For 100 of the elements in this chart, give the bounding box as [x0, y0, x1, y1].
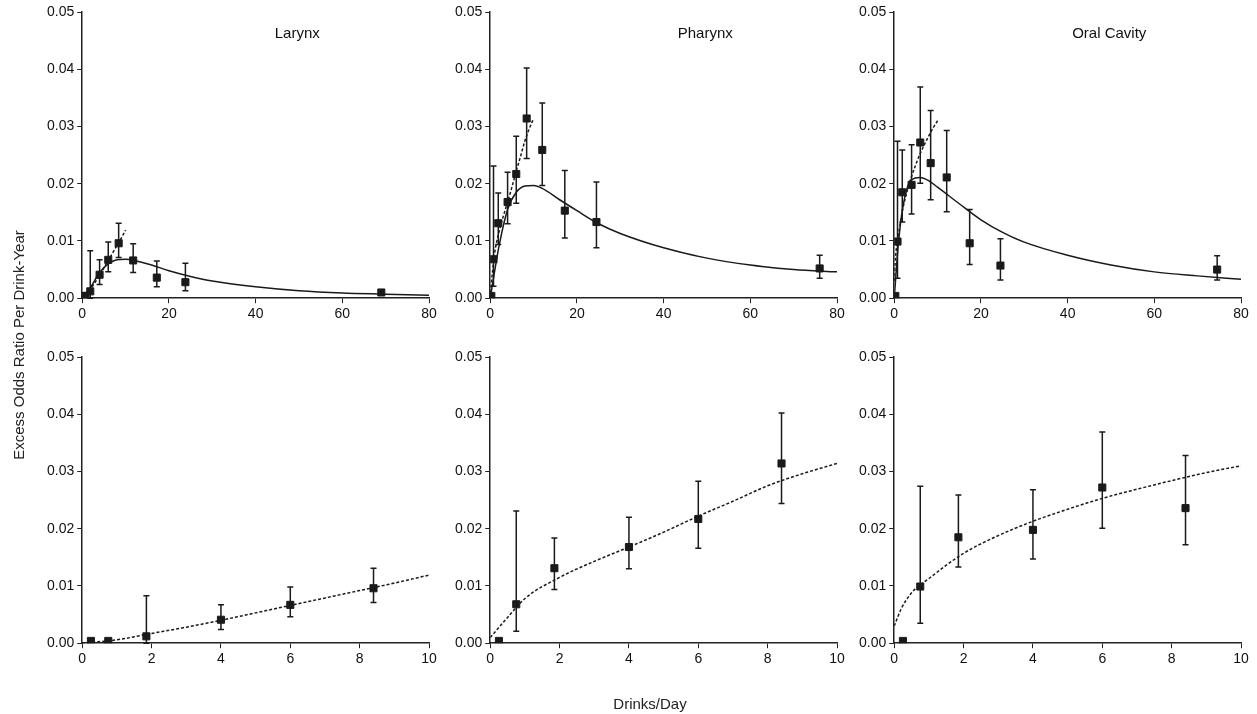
- x-tick-label: 80: [1233, 305, 1249, 322]
- point: [181, 278, 190, 287]
- y-tick-label: 0.03: [859, 117, 887, 134]
- x-tick-label: 0: [890, 650, 899, 667]
- point: [907, 180, 916, 189]
- x-tick-label: 20: [569, 305, 585, 322]
- x-tick-label: 40: [655, 305, 672, 322]
- point: [926, 159, 935, 168]
- y-tick-label: 0.03: [455, 117, 483, 134]
- point: [503, 198, 512, 207]
- y-tick-label: 0.02: [47, 519, 75, 536]
- x-tick-label: 8: [1167, 650, 1176, 667]
- x-tick-label: 0: [78, 305, 87, 322]
- x-tick-label: 20: [973, 305, 989, 322]
- point: [942, 173, 951, 182]
- y-tick-label: 0.04: [47, 405, 75, 422]
- y-axis-title: Excess Odds Ratio Per Drink-Year: [9, 230, 27, 460]
- y-tick-label: 0.04: [47, 60, 75, 77]
- y-tick-label: 0.01: [47, 231, 75, 248]
- y-tick-label: 0.02: [455, 519, 483, 536]
- x-tick-label: 10: [829, 650, 845, 667]
- x-tick-label: 60: [742, 305, 759, 322]
- x-tick-label: 60: [1146, 305, 1163, 322]
- point: [86, 287, 95, 296]
- y-tick-label: 0.05: [859, 347, 887, 364]
- point: [894, 237, 902, 246]
- x-tick-label: 20: [161, 305, 177, 322]
- x-tick-label: 0: [890, 305, 899, 322]
- y-tick-label: 0.02: [455, 174, 483, 191]
- point: [815, 264, 824, 273]
- x-tick-label: 60: [334, 305, 351, 322]
- x-tick-label: 0: [486, 650, 495, 667]
- y-tick-label: 0.00: [455, 289, 483, 306]
- point: [965, 239, 974, 248]
- x-tick-label: 10: [421, 650, 437, 667]
- y-tick-label: 0.03: [47, 117, 75, 134]
- y-tick-label: 0.00: [47, 634, 75, 651]
- point: [550, 564, 559, 573]
- x-tick-label: 6: [1098, 650, 1107, 667]
- y-tick-label: 0.00: [47, 289, 75, 306]
- y-tick-label: 0.05: [47, 347, 75, 364]
- point: [954, 533, 963, 542]
- x-tick-label: 40: [247, 305, 264, 322]
- y-tick-label: 0.03: [455, 462, 483, 479]
- y-tick-label: 0.00: [859, 634, 887, 651]
- text: Oral Cavity: [1072, 24, 1147, 42]
- y-tick-label: 0.02: [859, 519, 887, 536]
- point: [898, 636, 907, 644]
- y-tick-label: 0.00: [455, 634, 483, 651]
- point: [777, 459, 786, 468]
- text: Larynx: [274, 24, 321, 42]
- point: [369, 584, 378, 593]
- point: [114, 239, 123, 248]
- x-tick-label: 10: [1233, 650, 1249, 667]
- point: [494, 636, 503, 644]
- x-tick-label: 8: [763, 650, 772, 667]
- point: [592, 218, 601, 227]
- x-tick-label: 40: [1059, 305, 1076, 322]
- point: [916, 138, 925, 147]
- y-tick-label: 0.05: [455, 2, 483, 19]
- y-tick-label: 0.02: [859, 174, 887, 191]
- point: [86, 636, 95, 644]
- x-tick-label: 4: [1029, 650, 1038, 667]
- y-tick-label: 0.02: [47, 174, 75, 191]
- point: [916, 582, 925, 591]
- y-tick-label: 0.04: [455, 60, 483, 77]
- y-tick-label: 0.01: [47, 576, 75, 593]
- point: [996, 261, 1005, 270]
- y-tick-label: 0.05: [47, 2, 75, 19]
- y-tick-label: 0.01: [859, 576, 887, 593]
- y-tick-label: 0.01: [455, 576, 483, 593]
- y-tick-label: 0.04: [859, 405, 887, 422]
- point: [95, 270, 104, 279]
- point: [142, 632, 151, 641]
- x-tick-label: 0: [78, 650, 87, 667]
- y-tick-label: 0.05: [455, 347, 483, 364]
- y-tick-label: 0.00: [859, 289, 887, 306]
- x-tick-label: 80: [829, 305, 845, 322]
- x-tick-label: 4: [625, 650, 634, 667]
- x-tick-label: 2: [959, 650, 968, 667]
- y-tick-label: 0.04: [455, 405, 483, 422]
- y-tick-label: 0.03: [859, 462, 887, 479]
- x-tick-label: 6: [694, 650, 703, 667]
- x-tick-label: 80: [421, 305, 437, 322]
- y-tick-label: 0.03: [47, 462, 75, 479]
- x-tick-label: 2: [555, 650, 564, 667]
- y-tick-label: 0.01: [455, 231, 483, 248]
- x-axis-title: Drinks/Day: [613, 694, 687, 712]
- point: [1181, 504, 1190, 513]
- point: [522, 114, 531, 123]
- x-tick-label: 4: [217, 650, 226, 667]
- x-tick-label: 2: [147, 650, 156, 667]
- point: [104, 636, 113, 644]
- x-tick-label: 8: [355, 650, 364, 667]
- x-tick-label: 6: [286, 650, 295, 667]
- y-tick-label: 0.05: [859, 2, 887, 19]
- y-tick-label: 0.04: [859, 60, 887, 77]
- y-tick-label: 0.01: [859, 231, 887, 248]
- text: Pharynx: [677, 24, 734, 42]
- point: [1098, 483, 1107, 492]
